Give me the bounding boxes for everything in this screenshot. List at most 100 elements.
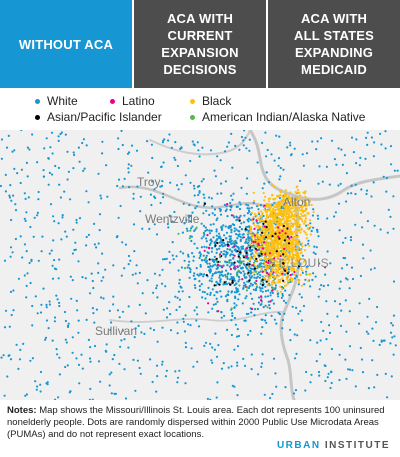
population-dot [297, 283, 300, 286]
population-dot [294, 212, 298, 215]
population-dot [273, 211, 277, 214]
population-dot [254, 289, 257, 292]
population-dot [250, 276, 253, 279]
population-dot [295, 238, 298, 241]
population-dot [58, 304, 61, 308]
population-dot [205, 209, 208, 212]
population-dot [380, 143, 383, 146]
population-dot [244, 241, 247, 244]
population-dot [224, 255, 227, 258]
population-dot [286, 249, 290, 252]
population-dot [229, 208, 232, 211]
population-dot [208, 213, 211, 216]
legend-label: White [47, 94, 78, 108]
population-dot [211, 361, 214, 364]
population-dot [54, 164, 57, 168]
population-dot [257, 204, 260, 207]
legend-item-american-indian: American Indian/Alaska Native [190, 110, 365, 124]
population-dot [372, 181, 375, 184]
tab-aca-current-expansion[interactable]: ACA WITH CURRENT EXPANSION DECISIONS [132, 0, 266, 88]
tab-without-aca[interactable]: WITHOUT ACA [0, 0, 132, 88]
population-dot [273, 274, 276, 277]
population-dot [208, 247, 211, 250]
population-dot [295, 225, 298, 228]
tab-label: ACA WITH CURRENT EXPANSION DECISIONS [161, 11, 239, 77]
population-dot [290, 267, 293, 270]
population-dot [205, 260, 208, 263]
population-dot [235, 233, 238, 236]
population-dot [209, 342, 212, 345]
population-dot [98, 229, 101, 232]
population-dot [200, 283, 203, 286]
population-dot [66, 324, 70, 327]
population-dot [264, 247, 267, 251]
population-dot [288, 216, 291, 219]
population-dot [249, 282, 252, 285]
population-dot [303, 259, 306, 262]
population-dot [40, 303, 43, 306]
population-dot [36, 214, 39, 217]
population-dot [213, 348, 216, 351]
population-dot [45, 303, 48, 306]
population-dot [237, 269, 240, 272]
population-dot [136, 185, 139, 188]
population-dot [392, 353, 395, 356]
population-dot [261, 290, 264, 293]
population-dot [209, 149, 213, 152]
population-dot [202, 193, 205, 196]
population-dot [223, 203, 226, 206]
population-dot [293, 333, 296, 336]
population-dot [300, 205, 303, 208]
population-dot [384, 147, 387, 150]
population-dot [273, 259, 276, 262]
tab-aca-all-states-expanding[interactable]: ACA WITH ALL STATES EXPANDING MEDICAID [266, 0, 400, 88]
population-dot [29, 281, 32, 285]
population-dot [215, 297, 218, 300]
population-dot [242, 236, 245, 239]
population-dot [215, 284, 218, 287]
population-dot [123, 177, 126, 180]
population-dot [160, 165, 163, 169]
population-dot [248, 279, 251, 282]
population-dot [272, 268, 275, 271]
population-dot [91, 398, 94, 400]
population-dot [215, 290, 218, 294]
population-dot [245, 238, 248, 241]
population-dot [365, 136, 368, 139]
population-dot [236, 250, 239, 253]
population-dot [230, 228, 233, 231]
population-dot [278, 135, 281, 138]
population-dot [307, 239, 310, 242]
population-dot [281, 218, 284, 221]
population-dot [176, 381, 179, 384]
population-dot [192, 184, 196, 187]
population-dot [69, 275, 72, 278]
population-dot [390, 163, 393, 166]
population-dot [289, 144, 292, 147]
population-dot [279, 290, 282, 293]
population-dot [259, 220, 262, 223]
population-dot [187, 255, 190, 258]
population-dot [290, 207, 293, 210]
population-dot [202, 254, 205, 257]
population-dot [293, 147, 296, 150]
population-dot [87, 338, 90, 341]
population-dot [228, 225, 231, 228]
population-dot [294, 209, 297, 212]
population-dot [3, 326, 7, 329]
population-dot [229, 205, 232, 208]
population-dot [373, 386, 376, 389]
population-dot [248, 138, 251, 141]
population-dot [45, 137, 48, 140]
population-dot [3, 259, 7, 262]
population-dot [233, 385, 236, 388]
population-dot [48, 303, 52, 306]
population-dot [257, 373, 260, 376]
population-dot [251, 284, 254, 287]
population-dot [227, 293, 230, 297]
population-dot [235, 304, 238, 307]
population-dot [77, 260, 80, 263]
population-dot [237, 253, 240, 256]
population-dot [166, 307, 169, 310]
population-dot [204, 297, 207, 300]
